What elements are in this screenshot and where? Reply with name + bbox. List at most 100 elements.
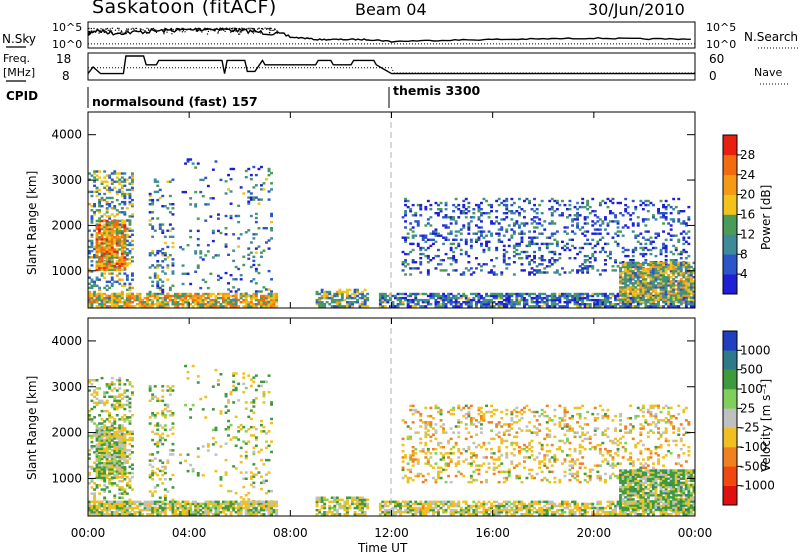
power-cell (687, 265, 691, 269)
power-cell (593, 257, 597, 260)
velocity-cell (123, 418, 127, 421)
power-cell (211, 303, 215, 306)
velocity-cell (110, 459, 114, 463)
power-cell (482, 236, 486, 239)
power-cell (636, 274, 640, 277)
power-cell (664, 303, 668, 306)
power-cell (179, 246, 182, 249)
power-cell (581, 296, 585, 300)
power-cell (687, 261, 691, 265)
velocity-cell (118, 443, 122, 446)
velocity-cell (110, 506, 114, 510)
noise-point (186, 29, 188, 31)
power-cell (568, 248, 572, 252)
power-cell (586, 294, 590, 298)
velocity-cell (105, 399, 109, 403)
power-cell (174, 298, 177, 302)
power-cell (523, 303, 526, 306)
power-cell (181, 298, 185, 302)
power-cell (100, 252, 104, 255)
power-cell (227, 282, 230, 285)
power-cell (260, 298, 263, 302)
power-cell (492, 271, 496, 274)
power-cell (108, 250, 112, 253)
velocity-cell (118, 468, 122, 471)
power-cell (576, 216, 579, 219)
power-cell (148, 198, 152, 202)
noise-point (114, 29, 117, 31)
power-cell (125, 219, 129, 222)
power-cell (485, 234, 488, 237)
noise-point (100, 31, 102, 33)
power-cell (672, 261, 676, 265)
velocity-cell (254, 397, 258, 400)
power-cell (561, 214, 564, 217)
power-cell (649, 300, 653, 303)
power-cell (414, 214, 418, 217)
power-cell (571, 296, 574, 300)
power-cell (631, 212, 635, 215)
power-cell (391, 294, 395, 298)
power-cell (224, 305, 228, 308)
noise-point (251, 28, 253, 30)
velocity-cell (108, 441, 112, 444)
power-cell (548, 208, 552, 211)
power-cell (626, 292, 630, 295)
power-cell (652, 280, 655, 283)
velocity-cell (242, 382, 246, 386)
power-cell (426, 238, 430, 241)
power-cell (318, 298, 322, 302)
velocity-cell (153, 424, 157, 427)
power-cell (674, 234, 678, 237)
power-cell (467, 226, 471, 229)
power-cell (447, 273, 450, 276)
power-cell (641, 246, 645, 250)
power-cell (692, 280, 696, 283)
power-cell (515, 252, 519, 256)
power-cell (429, 238, 433, 241)
velocity-cell (93, 496, 96, 499)
power-cell (247, 229, 251, 232)
velocity-cell (103, 504, 107, 508)
power-cell (568, 298, 572, 302)
power-cell (90, 278, 94, 281)
power-cell (444, 238, 448, 241)
power-cell (110, 227, 114, 231)
power-cell (249, 198, 253, 201)
power-cell (475, 305, 478, 308)
power-cell (510, 301, 514, 304)
power-cell (624, 286, 628, 289)
power-cell (93, 170, 96, 173)
power-cell (103, 227, 107, 231)
power-cell (115, 176, 119, 179)
power-cell (432, 294, 435, 298)
power-cell (550, 214, 554, 217)
velocity-cell (115, 468, 119, 471)
power-cell (679, 282, 683, 285)
power-cell (184, 294, 187, 298)
power-cell (545, 298, 549, 302)
power-cell (103, 264, 107, 268)
power-cell (629, 300, 633, 303)
power-cell (475, 292, 478, 296)
power-cell (621, 263, 625, 267)
power-cell (414, 267, 418, 270)
power-cell (515, 242, 519, 246)
velocity-cell (108, 426, 112, 430)
power-cell (631, 278, 635, 281)
power-cell (90, 245, 94, 249)
power-cell (515, 248, 519, 252)
power-cell (260, 165, 263, 169)
power-cell (619, 290, 622, 293)
power-cell (624, 288, 628, 291)
power-cell (689, 290, 693, 293)
velocity-cell (95, 470, 99, 473)
power-cell (108, 190, 112, 194)
power-cell (667, 300, 671, 303)
velocity-cell (260, 481, 263, 485)
power-cell (641, 263, 645, 267)
velocity-cell (120, 468, 124, 471)
power-cell (677, 265, 681, 269)
velocity-cell (108, 459, 112, 463)
velocity-cell (93, 395, 96, 398)
